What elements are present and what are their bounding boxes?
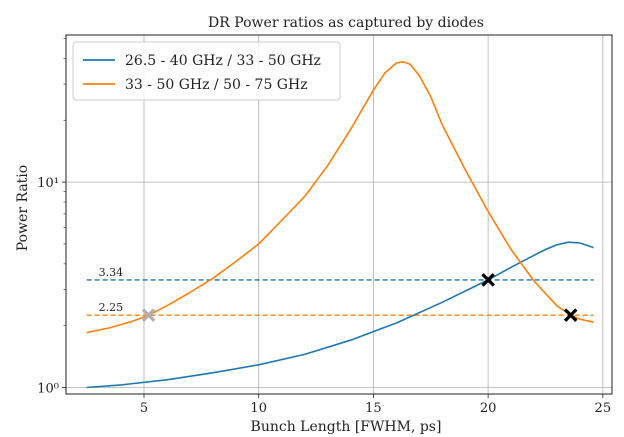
data-markers — [141, 273, 578, 322]
x-tick-label: 25 — [595, 401, 612, 416]
reference-line-label: 2.25 — [99, 301, 124, 314]
series-line — [86, 241, 594, 389]
reference-line-label: 3.34 — [99, 266, 124, 279]
reference-lines: 3.34 2.25 — [86, 266, 594, 316]
x-marker — [563, 308, 578, 322]
y-tick-label: 10¹ — [37, 176, 59, 191]
legend-label: 26.5 - 40 GHz / 33 - 50 GHz — [125, 53, 321, 69]
x-marker — [481, 273, 495, 287]
y-tick-label: 10⁰ — [37, 382, 59, 397]
legend-box — [72, 41, 341, 101]
series-line — [86, 61, 594, 334]
legend-label: 33 - 50 GHz / 50 - 75 GHz — [125, 77, 308, 93]
x-tick-label: 20 — [480, 401, 497, 416]
data-series — [86, 61, 594, 389]
axis-ticks: 5 10 15 20 25 10⁰ 10¹ — [37, 38, 611, 416]
x-tick-label: 15 — [365, 401, 382, 416]
chart-title: DR Power ratios as captured by diodes — [208, 15, 484, 31]
plot-frame — [65, 34, 613, 395]
x-tick-label: 5 — [140, 401, 148, 416]
y-axis-label: Power Ratio — [15, 165, 31, 251]
x-axis-label: Bunch Length [FWHM, ps] — [251, 419, 442, 435]
x-marker — [141, 308, 156, 322]
x-tick-label: 10 — [250, 401, 267, 416]
legend: 26.5 - 40 GHz / 33 - 50 GHz 33 - 50 GHz /… — [72, 41, 341, 101]
